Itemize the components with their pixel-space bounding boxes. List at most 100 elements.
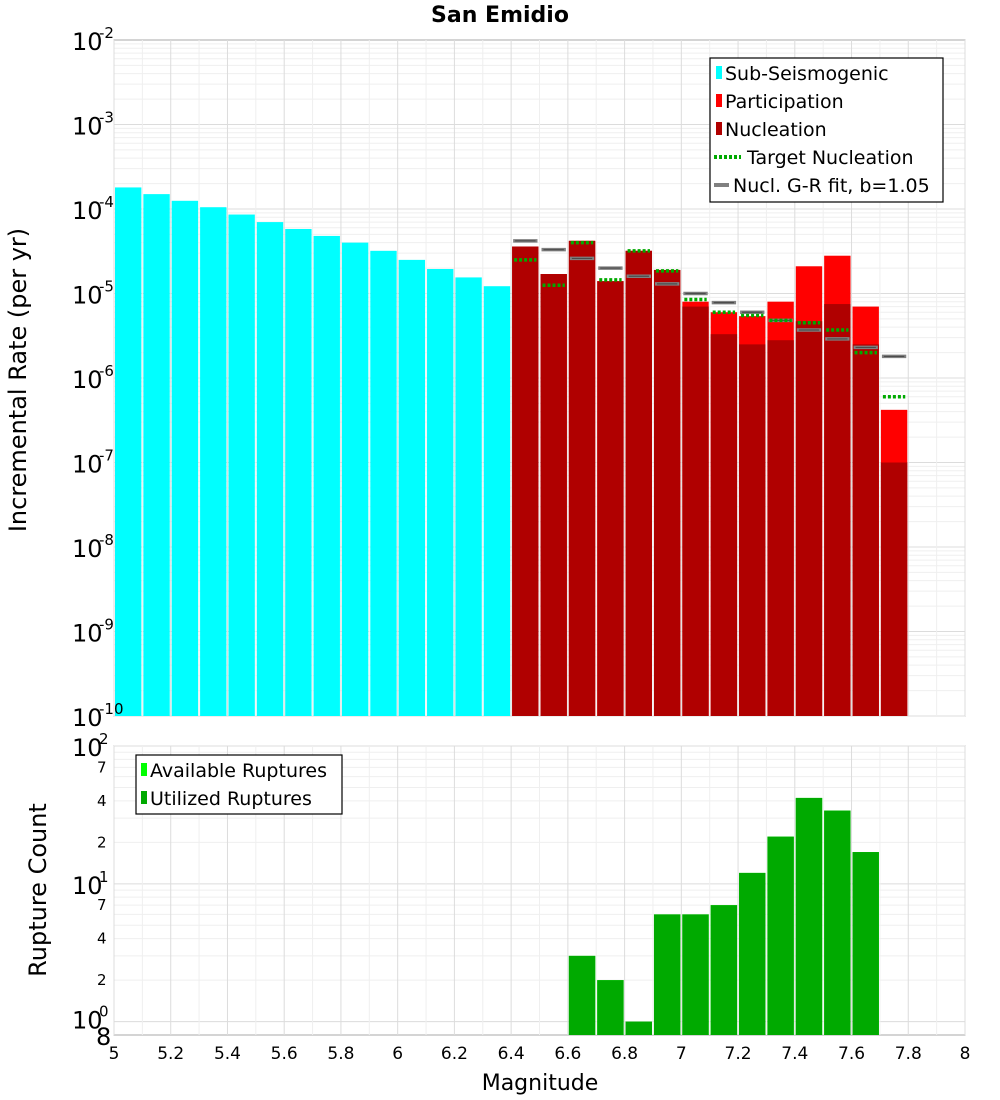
top-bars xyxy=(115,187,908,717)
legend-label-gr-fit: Nucl. G-R fit, b=1.05 xyxy=(733,175,930,197)
y-minor-tick-label: 8 xyxy=(96,1023,111,1051)
chart-title: San Emidio xyxy=(431,3,569,28)
bar-utilized-ruptures xyxy=(710,905,738,1035)
x-tick-label: 7.2 xyxy=(725,1044,752,1064)
y-tick-base: 10 xyxy=(72,872,103,900)
x-tick-label: 8 xyxy=(960,1044,971,1064)
bar-nucleation xyxy=(597,281,624,716)
legend-label-available-ruptures: Available Ruptures xyxy=(150,760,327,782)
y-tick-base: 10 xyxy=(72,28,103,56)
legend-label-utilized-ruptures: Utilized Ruptures xyxy=(150,788,312,810)
bottom-y-axis-label: Rupture Count xyxy=(24,803,52,977)
bar-sub-seismogenic xyxy=(200,207,227,716)
y-tick-exponent: -6 xyxy=(99,362,114,380)
bar-nucleation xyxy=(795,321,823,716)
bar-nucleation xyxy=(710,334,738,716)
bottom-gridlines xyxy=(113,745,966,1035)
legend-swatch-sub-seismogenic xyxy=(716,66,722,79)
bar-nucleation xyxy=(739,344,766,716)
y-tick-base: 10 xyxy=(72,734,103,762)
y-minor-tick-label: 7 xyxy=(97,896,107,914)
bar-nucleation xyxy=(767,340,794,716)
y-minor-tick-label: 7 xyxy=(97,758,107,776)
bar-utilized-ruptures xyxy=(568,955,596,1035)
y-tick-base: 10 xyxy=(72,1007,103,1035)
bar-sub-seismogenic xyxy=(285,228,312,716)
y-tick-exponent: -4 xyxy=(99,193,114,211)
x-tick-label: 5.8 xyxy=(327,1044,354,1064)
x-tick-label: 6.6 xyxy=(554,1044,581,1064)
y-minor-tick-label: 4 xyxy=(97,930,107,948)
bar-sub-seismogenic xyxy=(115,187,142,717)
y-tick-exponent: -2 xyxy=(99,24,114,42)
x-tick-label: 5.4 xyxy=(214,1044,241,1064)
bar-nucleation xyxy=(653,269,681,716)
bottom-bars xyxy=(568,797,879,1035)
y-tick-base: 10 xyxy=(72,366,103,394)
y-minor-tick-label: 2 xyxy=(97,971,107,989)
bar-sub-seismogenic xyxy=(455,277,482,716)
y-tick-exponent: -10 xyxy=(99,700,124,718)
legend-label-sub-seismogenic: Sub-Seismogenic xyxy=(725,63,889,85)
bar-utilized-ruptures xyxy=(653,914,681,1035)
y-tick-exponent: 0 xyxy=(99,1003,109,1021)
bar-utilized-ruptures xyxy=(824,810,851,1035)
bar-utilized-ruptures xyxy=(682,914,709,1035)
bar-sub-seismogenic xyxy=(427,268,454,716)
x-tick-label: 6.8 xyxy=(611,1044,638,1064)
bar-nucleation xyxy=(824,304,851,716)
legend-swatch-nucleation xyxy=(716,122,722,135)
bar-sub-seismogenic xyxy=(228,214,255,716)
x-tick-label: 6.4 xyxy=(498,1044,525,1064)
bar-nucleation xyxy=(512,246,539,716)
bar-sub-seismogenic xyxy=(143,194,170,716)
legend-swatch-utilized-ruptures xyxy=(141,791,147,804)
bar-sub-seismogenic xyxy=(171,200,199,717)
y-minor-tick-label: 2 xyxy=(97,833,107,851)
top-line-segments xyxy=(513,239,907,399)
y-tick-exponent: 1 xyxy=(99,868,109,886)
y-tick-base: 10 xyxy=(72,535,103,563)
x-tick-label: 6.2 xyxy=(441,1044,468,1064)
y-tick-exponent: -5 xyxy=(99,278,114,296)
y-tick-exponent: -8 xyxy=(99,531,114,549)
bar-sub-seismogenic xyxy=(370,250,397,716)
bar-sub-seismogenic xyxy=(483,286,511,716)
bar-nucleation xyxy=(880,462,908,716)
y-tick-base: 10 xyxy=(72,282,103,310)
bar-sub-seismogenic xyxy=(398,259,426,716)
bar-sub-seismogenic xyxy=(256,222,284,716)
y-tick-base: 10 xyxy=(72,197,103,225)
y-minor-tick-label: 4 xyxy=(97,792,107,810)
y-tick-base: 10 xyxy=(72,451,103,479)
y-tick-exponent: -9 xyxy=(99,616,114,634)
bar-utilized-ruptures xyxy=(767,836,794,1035)
x-tick-label: 5.2 xyxy=(157,1044,184,1064)
y-tick-exponent: -3 xyxy=(99,109,114,127)
x-tick-label: 7 xyxy=(676,1044,687,1064)
bottom-legend: Available Ruptures Utilized Ruptures xyxy=(135,754,343,815)
bar-utilized-ruptures xyxy=(625,1021,652,1035)
x-tick-labels: 5 5.2 5.4 5.6 5.8 6 6.2 6.4 6.6 6.8 7 7.2 7.4 7.6 7.8 8 xyxy=(109,1044,971,1064)
bar-nucleation xyxy=(852,344,879,716)
y-tick-base: 10 xyxy=(72,620,103,648)
legend-label-participation: Participation xyxy=(725,91,844,113)
legend-label-target-nucleation: Target Nucleation xyxy=(746,147,914,169)
bar-sub-seismogenic xyxy=(341,242,369,717)
x-tick-label: 7.6 xyxy=(838,1044,865,1064)
bar-nucleation xyxy=(625,250,652,716)
x-axis-label: Magnitude xyxy=(482,1071,599,1096)
x-tick-label: 5 xyxy=(109,1044,120,1064)
bar-nucleation xyxy=(540,274,567,716)
legend-swatch-participation xyxy=(716,94,722,107)
x-tick-label: 6 xyxy=(392,1044,403,1064)
bar-utilized-ruptures xyxy=(597,980,624,1035)
top-y-axis-label: Incremental Rate (per yr) xyxy=(4,228,32,532)
bar-utilized-ruptures xyxy=(795,797,823,1035)
y-tick-exponent: -7 xyxy=(99,447,114,465)
bar-nucleation xyxy=(568,240,596,716)
x-tick-label: 7.4 xyxy=(781,1044,808,1064)
